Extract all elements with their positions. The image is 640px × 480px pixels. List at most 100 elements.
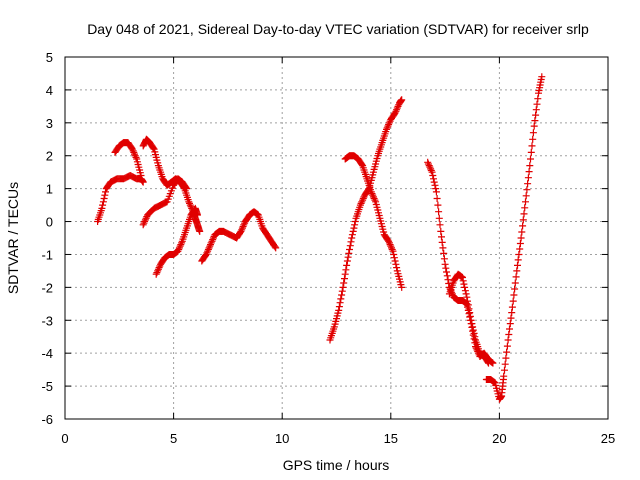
data-point xyxy=(388,244,395,252)
data-point xyxy=(100,195,108,202)
data-point xyxy=(340,279,348,287)
data-point xyxy=(344,253,352,261)
data-point xyxy=(341,270,349,278)
data-point xyxy=(527,155,534,163)
data-point xyxy=(338,287,346,295)
data-point xyxy=(469,326,477,334)
data-point xyxy=(371,196,379,204)
data-point xyxy=(140,219,148,227)
data-point xyxy=(175,244,183,252)
data-point xyxy=(530,122,538,130)
data-point xyxy=(207,239,215,247)
data-point xyxy=(529,129,537,137)
y-tick-label: -1 xyxy=(41,247,53,262)
data-point xyxy=(394,102,402,110)
data-point xyxy=(99,201,107,209)
plot-frame xyxy=(64,56,609,420)
data-point xyxy=(525,168,533,176)
data-point xyxy=(464,297,471,305)
data-point xyxy=(466,312,474,320)
data-point xyxy=(519,216,527,224)
data-point xyxy=(369,191,377,199)
data-point xyxy=(461,283,469,291)
series-arc-10 xyxy=(445,270,492,367)
series-arc-7 xyxy=(326,96,406,344)
data-point xyxy=(515,251,523,258)
data-point xyxy=(532,106,540,114)
y-tick-label: 1 xyxy=(46,182,53,197)
data-point xyxy=(392,107,400,115)
data-point xyxy=(343,257,351,265)
series-arc-2 xyxy=(111,139,145,179)
x-tick-label: 20 xyxy=(492,431,506,446)
data-point xyxy=(538,73,546,81)
data-point xyxy=(208,237,216,245)
data-point xyxy=(517,234,525,242)
data-point xyxy=(507,314,515,322)
data-point xyxy=(392,260,400,268)
series-arc-9 xyxy=(424,158,497,367)
data-point xyxy=(335,306,343,314)
data-point xyxy=(440,255,448,263)
data-point xyxy=(467,316,475,324)
data-point xyxy=(98,204,106,212)
data-point xyxy=(359,195,367,202)
data-point xyxy=(516,240,524,247)
x-tick-label: 5 xyxy=(170,431,177,446)
x-tick-label: 0 xyxy=(61,431,68,446)
data-point xyxy=(385,237,393,245)
data-point xyxy=(529,135,537,143)
data-point xyxy=(155,264,163,272)
data-point xyxy=(101,191,109,199)
data-point xyxy=(501,366,508,374)
data-point xyxy=(460,280,468,288)
data-point xyxy=(443,268,450,276)
data-point xyxy=(194,211,201,219)
data-point xyxy=(149,144,157,152)
data-point xyxy=(383,124,391,132)
data-point xyxy=(463,293,471,301)
data-point xyxy=(501,360,509,368)
data-point xyxy=(202,251,210,258)
data-point xyxy=(393,104,401,112)
data-point xyxy=(523,186,531,194)
data-point xyxy=(429,172,437,179)
data-point xyxy=(367,188,375,196)
y-axis-label: SDTVAR / TECUs xyxy=(5,182,21,294)
data-point xyxy=(351,221,359,229)
data-point xyxy=(386,241,394,249)
data-point xyxy=(343,261,351,269)
data-point xyxy=(129,147,137,155)
data-point xyxy=(462,290,470,298)
data-point xyxy=(534,95,542,103)
data-point xyxy=(358,161,366,168)
data-point xyxy=(141,218,149,225)
data-point xyxy=(441,260,449,268)
data-point xyxy=(524,180,532,188)
data-point xyxy=(503,348,511,356)
x-tick-label: 10 xyxy=(275,431,289,446)
data-point xyxy=(337,295,345,303)
y-tick-label: -2 xyxy=(41,280,53,295)
data-point xyxy=(131,150,138,158)
data-point xyxy=(500,372,508,380)
data-point xyxy=(526,162,534,170)
data-point xyxy=(388,246,396,253)
data-point xyxy=(346,242,354,250)
data-point xyxy=(532,111,540,119)
data-point xyxy=(370,195,378,202)
data-point xyxy=(238,226,246,234)
data-point xyxy=(511,285,519,293)
data-point xyxy=(174,247,182,255)
data-point xyxy=(393,264,401,272)
data-point xyxy=(209,236,217,244)
data-point xyxy=(154,265,162,273)
data-point xyxy=(444,276,452,284)
data-point xyxy=(153,269,161,277)
data-point xyxy=(346,246,353,253)
data-point xyxy=(393,106,401,114)
data-point xyxy=(522,198,529,206)
data-point xyxy=(187,203,195,211)
chart-title: Day 048 of 2021, Sidereal Day-to-day VTE… xyxy=(87,21,589,37)
data-point xyxy=(469,323,477,331)
